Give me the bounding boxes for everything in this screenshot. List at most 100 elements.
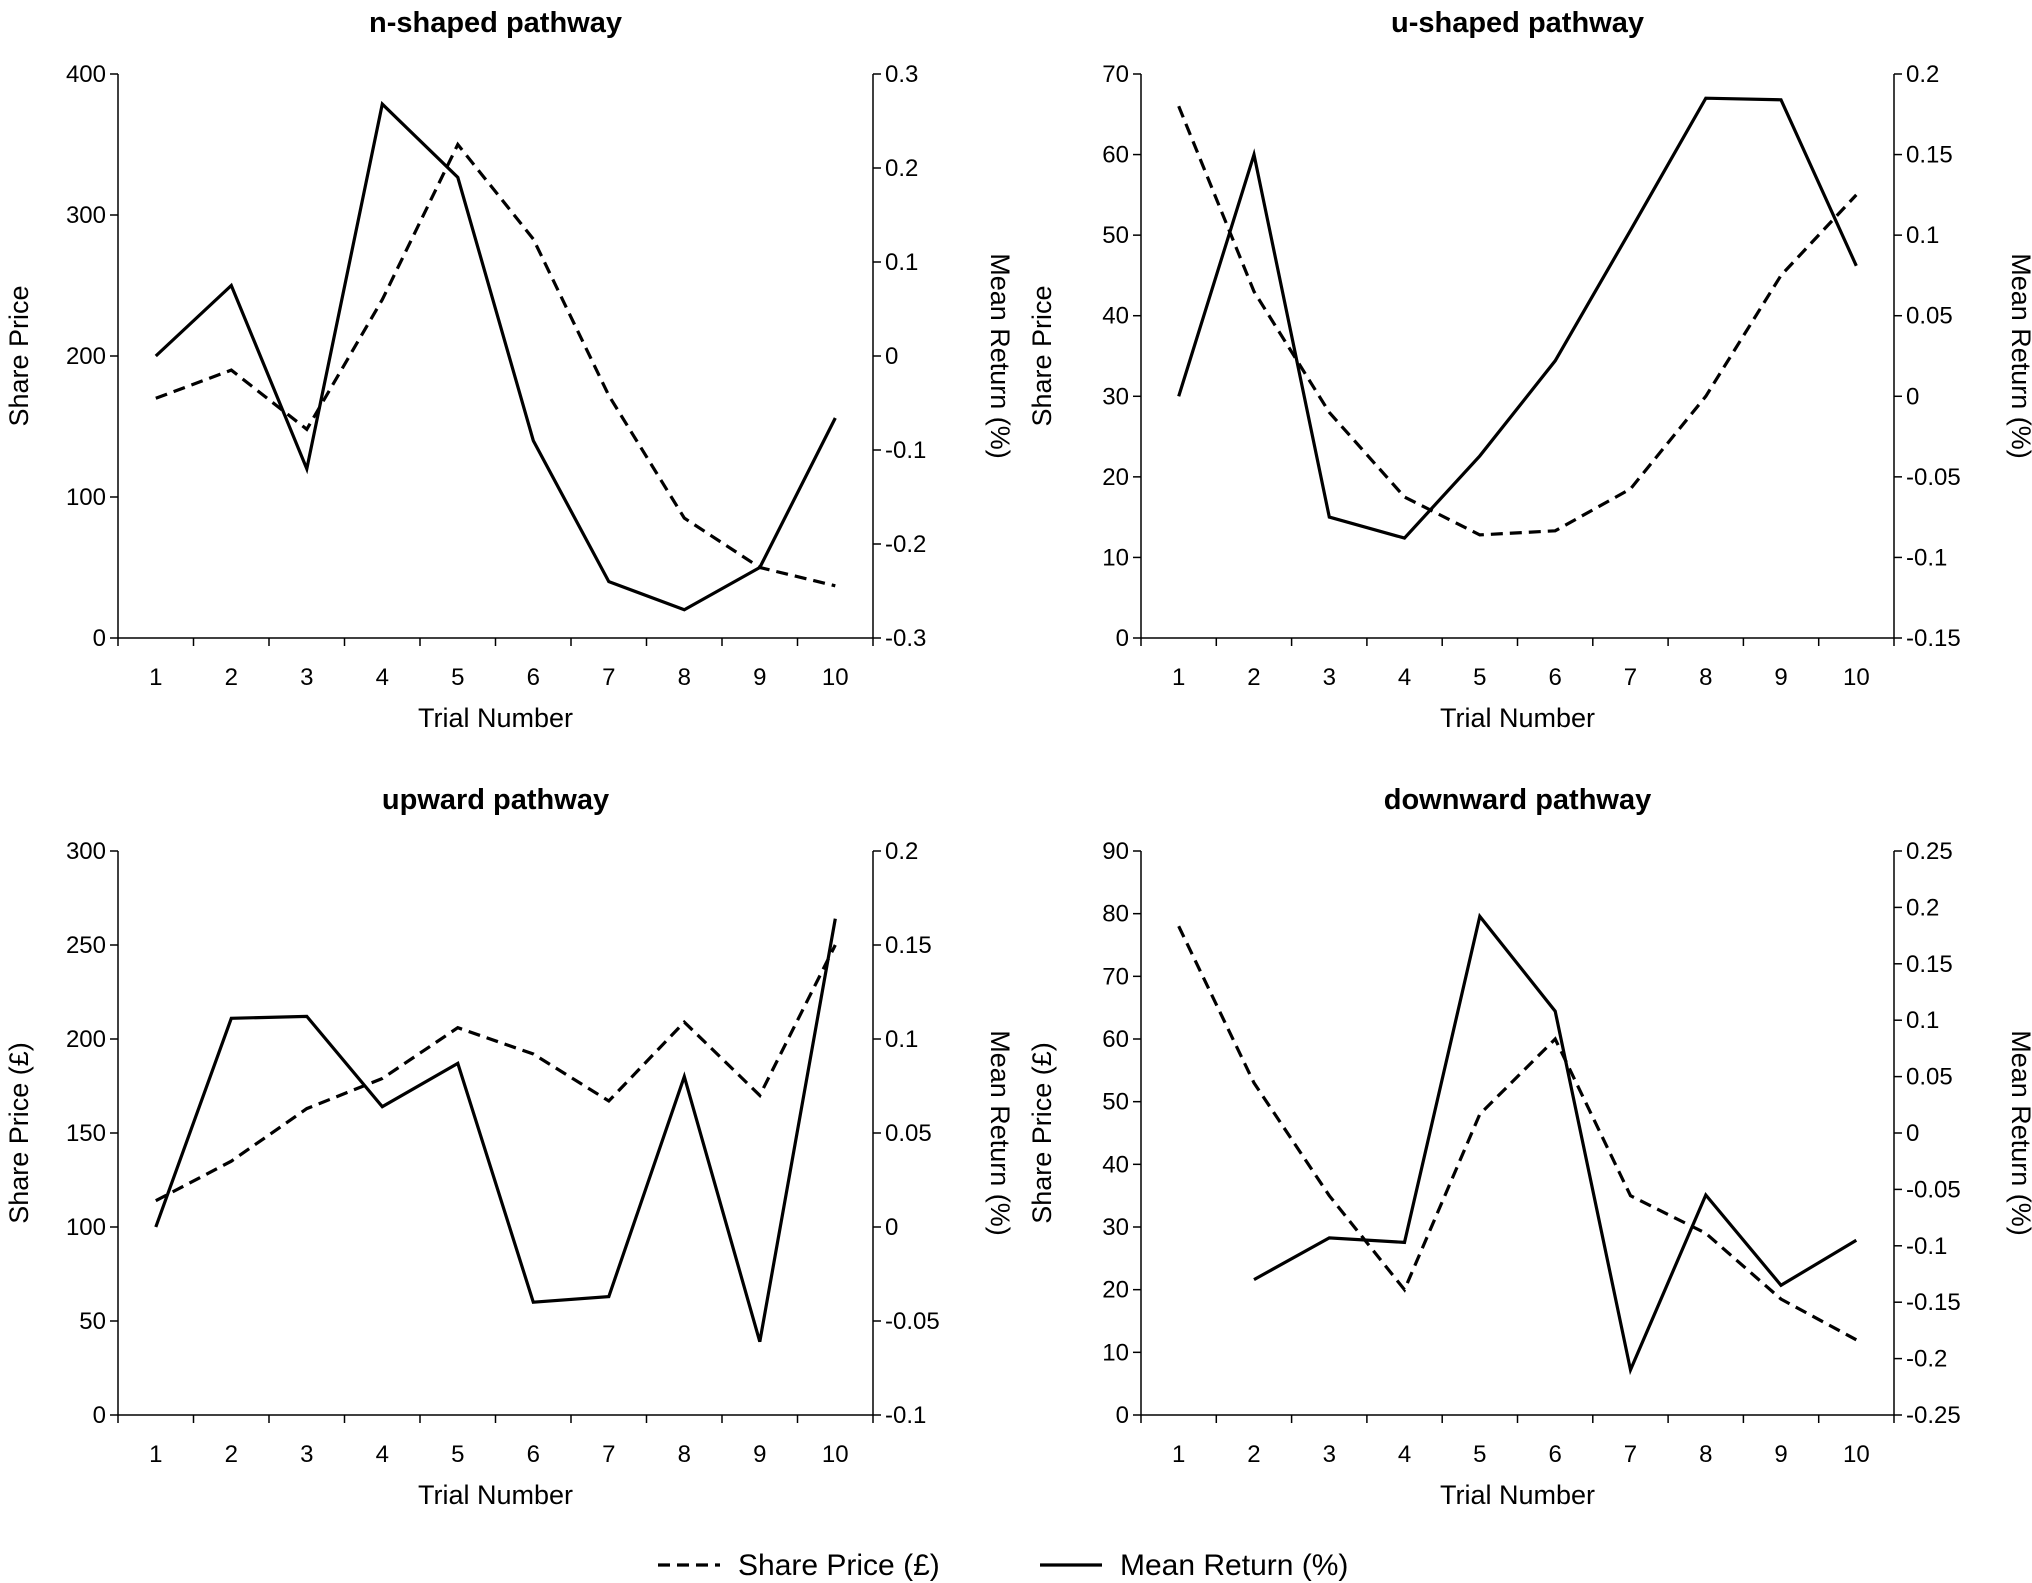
x-tick-label: 2 [1247, 664, 1260, 691]
series-line-mean-return [1253, 912, 1858, 1376]
x-tick-label: 4 [1398, 664, 1411, 691]
chart-title: upward pathway [382, 784, 609, 816]
x-tick-label: 2 [225, 1441, 238, 1468]
y-tick-label-left: 100 [66, 1214, 106, 1241]
y-tick-label-right: 0.05 [885, 1120, 932, 1147]
series-line-mean-return [154, 100, 837, 612]
y-tick-label-left: 80 [1102, 901, 1129, 928]
x-tick-label: 7 [1624, 1441, 1637, 1468]
y-tick-label-left: 40 [1102, 303, 1129, 330]
chart-title: u-shaped pathway [1391, 7, 1644, 39]
y-tick-label-left: 400 [66, 61, 106, 88]
y-tick-label-left: 0 [1116, 1402, 1129, 1429]
y-tick-label-right: 0 [885, 1214, 898, 1241]
x-tick-label: 3 [300, 664, 313, 691]
x-tick-label: 5 [1473, 664, 1486, 691]
y-tick-label-right: 0.1 [885, 1026, 918, 1053]
y-tick-label-right: 0.1 [1906, 1007, 1939, 1034]
x-tick-label: 4 [376, 1441, 389, 1468]
x-tick-label: 1 [1172, 1441, 1185, 1468]
y-tick-label-right: -0.15 [1906, 1289, 1961, 1316]
x-axis-label: Trial Number [418, 1480, 573, 1510]
x-tick-label: 8 [1699, 664, 1712, 691]
series-line-share-price [155, 141, 836, 588]
y-tick-label-left: 10 [1102, 544, 1129, 571]
y-tick-label-left: 70 [1102, 963, 1129, 990]
y-tick-label-right: -0.25 [1906, 1402, 1961, 1429]
x-tick-label: 7 [1624, 664, 1637, 691]
y-tick-label-left: 30 [1102, 1214, 1129, 1241]
y-tick-label-left: 50 [1102, 1089, 1129, 1116]
y-tick-label-right: 0.1 [1906, 222, 1939, 249]
y-tick-label-left: 90 [1102, 838, 1129, 865]
y-tick-label-right: 0.15 [1906, 142, 1953, 169]
x-tick-label: 6 [1548, 664, 1561, 691]
y-axis-label-left: Share Price (£) [4, 1042, 34, 1224]
series-line-share-price [1177, 105, 1858, 537]
x-tick-label: 5 [1473, 1441, 1486, 1468]
x-tick-label: 10 [1843, 664, 1870, 691]
chart-panel-2: u-shaped pathway010203040506070-0.15-0.1… [1027, 7, 2032, 733]
y-tick-label-left: 40 [1102, 1151, 1129, 1178]
x-axis-label: Trial Number [1440, 1480, 1595, 1510]
x-tick-label: 9 [753, 664, 766, 691]
x-tick-label: 2 [1247, 1441, 1260, 1468]
y-tick-label-left: 10 [1102, 1339, 1129, 1366]
y-tick-label-left: 100 [66, 484, 106, 511]
legend: Share Price (£) Mean Return (%) [658, 1549, 1348, 1582]
y-axis-label-right: Mean Return (%) [2006, 1030, 2032, 1236]
x-tick-label: 4 [376, 664, 389, 691]
y-tick-label-right: 0.2 [1906, 61, 1939, 88]
y-tick-label-right: -0.15 [1906, 625, 1961, 652]
series-line-share-price [1177, 925, 1858, 1342]
x-tick-label: 10 [822, 1441, 849, 1468]
y-tick-label-right: -0.1 [885, 437, 926, 464]
y-tick-label-right: 0 [885, 343, 898, 370]
x-tick-label: 6 [527, 664, 540, 691]
x-tick-label: 8 [678, 1441, 691, 1468]
y-tick-label-right: 0.25 [1906, 838, 1953, 865]
x-tick-label: 6 [527, 1441, 540, 1468]
y-tick-label-right: -0.2 [1906, 1346, 1947, 1373]
y-tick-label-left: 150 [66, 1120, 106, 1147]
y-tick-label-left: 0 [1116, 625, 1129, 652]
x-tick-label: 1 [149, 664, 162, 691]
y-axis-label-left: Share Price [1027, 285, 1057, 426]
x-tick-label: 4 [1398, 1441, 1411, 1468]
series-line-share-price [155, 944, 837, 1203]
x-tick-label: 8 [1699, 1441, 1712, 1468]
chart-panel-3: upward pathway050100150200250300-0.1-0.0… [4, 784, 1015, 1510]
y-tick-label-left: 200 [66, 343, 106, 370]
legend-label-mean-return: Mean Return (%) [1120, 1549, 1348, 1582]
y-tick-label-left: 30 [1102, 383, 1129, 410]
x-tick-label: 7 [602, 664, 615, 691]
y-tick-label-left: 200 [66, 1026, 106, 1053]
y-tick-label-right: -0.05 [1906, 1176, 1961, 1203]
y-tick-label-right: -0.05 [885, 1308, 940, 1335]
x-tick-label: 6 [1548, 1441, 1561, 1468]
chart-panel-4: downward pathway0102030405060708090-0.25… [1027, 784, 2032, 1510]
chart-title: n-shaped pathway [369, 7, 622, 39]
y-tick-label-left: 0 [93, 625, 106, 652]
x-tick-label: 5 [451, 664, 464, 691]
y-tick-label-right: 0 [1906, 1120, 1919, 1147]
x-tick-label: 9 [753, 1441, 766, 1468]
y-tick-label-left: 60 [1102, 142, 1129, 169]
y-axis-label-right: Mean Return (%) [985, 1030, 1015, 1236]
y-tick-label-right: 0.2 [885, 155, 918, 182]
x-tick-label: 2 [225, 664, 238, 691]
x-tick-label: 1 [149, 1441, 162, 1468]
y-axis-label-right: Mean Return (%) [985, 253, 1015, 459]
y-axis-label-left: Share Price (£) [1027, 1042, 1057, 1224]
y-tick-label-right: -0.1 [1906, 1233, 1947, 1260]
y-axis-label-right: Mean Return (%) [2006, 253, 2032, 459]
series-line-mean-return [1177, 96, 1858, 540]
x-tick-label: 3 [1323, 1441, 1336, 1468]
y-tick-label-right: 0.05 [1906, 1064, 1953, 1091]
chart-title: downward pathway [1384, 784, 1651, 816]
x-tick-label: 1 [1172, 664, 1185, 691]
y-tick-label-right: 0.2 [885, 838, 918, 865]
y-tick-label-right: 0.1 [885, 249, 918, 276]
y-axis-label-left: Share Price [4, 285, 34, 426]
